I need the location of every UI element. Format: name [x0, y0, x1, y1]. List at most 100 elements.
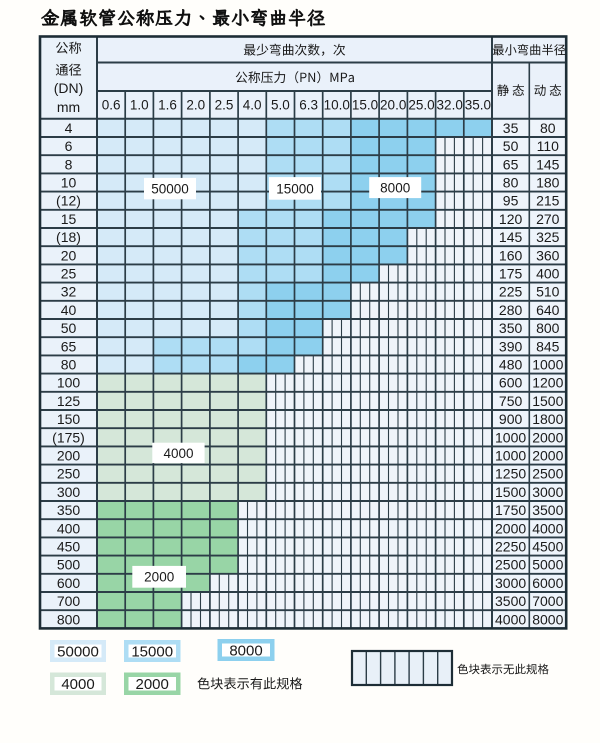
- svg-text:50: 50: [503, 138, 519, 154]
- svg-text:1000: 1000: [495, 448, 526, 464]
- svg-text:510: 510: [536, 284, 560, 300]
- svg-text:1500: 1500: [532, 393, 563, 409]
- svg-text:2250: 2250: [495, 539, 526, 555]
- svg-text:mm: mm: [57, 99, 80, 115]
- svg-text:1500: 1500: [495, 484, 526, 500]
- svg-text:8000: 8000: [229, 642, 262, 659]
- svg-text:400: 400: [57, 520, 81, 536]
- svg-text:80: 80: [503, 175, 519, 191]
- svg-text:6000: 6000: [532, 575, 563, 591]
- svg-text:15000: 15000: [276, 181, 314, 196]
- svg-text:1000: 1000: [495, 429, 526, 445]
- svg-text:750: 750: [499, 393, 523, 409]
- svg-text:325: 325: [536, 229, 560, 245]
- svg-text:480: 480: [499, 357, 523, 373]
- svg-text:1250: 1250: [495, 466, 526, 482]
- svg-text:215: 215: [536, 193, 560, 209]
- svg-text:120: 120: [499, 211, 523, 227]
- svg-text:800: 800: [536, 320, 560, 336]
- svg-text:2000: 2000: [495, 520, 526, 536]
- svg-text:400: 400: [536, 266, 560, 282]
- svg-text:(18): (18): [56, 229, 81, 245]
- svg-text:600: 600: [499, 375, 523, 391]
- svg-text:2500: 2500: [495, 557, 526, 573]
- svg-text:80: 80: [61, 357, 77, 373]
- svg-text:15000: 15000: [131, 643, 173, 660]
- svg-text:160: 160: [499, 247, 523, 263]
- svg-text:35: 35: [503, 120, 519, 136]
- svg-text:40: 40: [61, 302, 77, 318]
- svg-text:6: 6: [65, 138, 73, 154]
- svg-text:2000: 2000: [136, 676, 169, 693]
- svg-text:350: 350: [499, 320, 523, 336]
- svg-text:(12): (12): [56, 193, 81, 209]
- svg-text:8000: 8000: [380, 181, 410, 196]
- svg-text:4000: 4000: [532, 520, 563, 536]
- svg-text:50000: 50000: [151, 182, 189, 197]
- svg-text:10: 10: [61, 175, 77, 191]
- svg-text:10.0: 10.0: [324, 98, 350, 113]
- svg-text:280: 280: [499, 302, 523, 318]
- svg-text:25.0: 25.0: [408, 98, 434, 113]
- svg-text:125: 125: [57, 393, 81, 409]
- svg-text:225: 225: [499, 284, 523, 300]
- svg-text:800: 800: [57, 611, 81, 627]
- svg-text:65: 65: [503, 156, 519, 172]
- svg-text:600: 600: [57, 575, 81, 591]
- svg-text:20.0: 20.0: [380, 98, 406, 113]
- svg-text:4.0: 4.0: [243, 98, 262, 113]
- svg-text:6.3: 6.3: [299, 98, 318, 113]
- svg-text:640: 640: [536, 302, 560, 318]
- svg-text:8: 8: [65, 156, 73, 172]
- svg-text:80: 80: [540, 120, 556, 136]
- svg-text:110: 110: [537, 138, 560, 154]
- svg-text:845: 845: [536, 338, 560, 354]
- svg-text:5.0: 5.0: [271, 98, 290, 113]
- svg-text:4500: 4500: [532, 539, 563, 555]
- svg-text:50: 50: [61, 320, 77, 336]
- svg-text:300: 300: [57, 484, 81, 500]
- svg-text:180: 180: [536, 175, 560, 191]
- svg-text:250: 250: [57, 466, 81, 482]
- svg-text:2500: 2500: [532, 466, 563, 482]
- svg-text:7000: 7000: [532, 593, 563, 609]
- svg-text:145: 145: [499, 229, 523, 245]
- svg-text:3500: 3500: [495, 593, 526, 609]
- svg-text:3500: 3500: [532, 502, 563, 518]
- svg-text:15.0: 15.0: [352, 98, 378, 113]
- svg-text:20: 20: [61, 247, 77, 263]
- svg-text:150: 150: [57, 411, 81, 427]
- svg-text:2.0: 2.0: [186, 98, 205, 113]
- svg-text:450: 450: [57, 539, 81, 555]
- svg-text:350: 350: [57, 502, 81, 518]
- svg-text:35.0: 35.0: [465, 98, 491, 113]
- svg-text:32.0: 32.0: [437, 98, 463, 113]
- svg-text:1800: 1800: [532, 411, 563, 427]
- svg-text:1750: 1750: [495, 502, 526, 518]
- svg-text:1.6: 1.6: [158, 98, 177, 113]
- svg-text:200: 200: [57, 448, 81, 464]
- svg-text:900: 900: [499, 411, 523, 427]
- svg-text:65: 65: [61, 338, 77, 354]
- svg-text:25: 25: [61, 266, 77, 282]
- svg-text:4000: 4000: [163, 446, 193, 461]
- svg-text:4000: 4000: [495, 611, 526, 627]
- svg-text:175: 175: [499, 266, 523, 282]
- svg-text:32: 32: [61, 284, 77, 300]
- svg-text:1.0: 1.0: [130, 98, 149, 113]
- svg-text:1200: 1200: [532, 375, 563, 391]
- svg-text:4000: 4000: [61, 676, 94, 693]
- svg-text:50000: 50000: [57, 643, 99, 660]
- svg-text:100: 100: [57, 375, 81, 391]
- svg-text:0.6: 0.6: [102, 98, 121, 113]
- svg-text:270: 270: [536, 211, 560, 227]
- svg-text:390: 390: [499, 338, 523, 354]
- svg-text:2000: 2000: [144, 570, 174, 585]
- svg-text:700: 700: [57, 593, 81, 609]
- svg-text:2.5: 2.5: [215, 98, 234, 113]
- svg-text:8000: 8000: [532, 611, 563, 627]
- svg-text:2000: 2000: [532, 429, 563, 445]
- svg-text:1000: 1000: [532, 357, 563, 373]
- svg-text:145: 145: [536, 156, 560, 172]
- svg-text:15: 15: [61, 211, 77, 227]
